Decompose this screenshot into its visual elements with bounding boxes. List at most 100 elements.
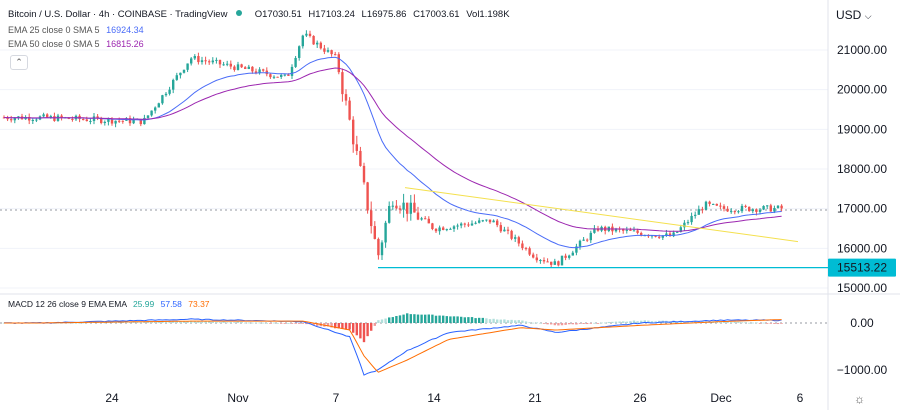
macd-histogram-bar bbox=[132, 322, 135, 323]
close-value: C17003.61 bbox=[413, 9, 460, 20]
macd-histogram-bar bbox=[431, 314, 434, 323]
macd-histogram-bar bbox=[452, 316, 456, 323]
candle-body bbox=[384, 222, 387, 243]
candle-body bbox=[582, 239, 585, 241]
macd-histogram-bar bbox=[575, 323, 578, 325]
macd-label: MACD 12 26 close 9 EMA EMA bbox=[8, 299, 127, 309]
macd-histogram-bar bbox=[164, 321, 168, 323]
price-tick-label: 15000.00 bbox=[837, 281, 887, 295]
macd-histogram-bar bbox=[470, 317, 474, 323]
ema25-label: EMA 25 close 0 SMA 5 bbox=[8, 25, 100, 35]
macd-histogram-bar bbox=[528, 322, 531, 324]
macd-histogram-bar bbox=[247, 322, 250, 324]
macd-histogram-bar bbox=[229, 321, 232, 323]
candle-body bbox=[776, 205, 780, 209]
currency-selector[interactable]: USD ⌵ bbox=[836, 8, 872, 22]
macd-histogram-bar bbox=[384, 318, 387, 323]
candle-body bbox=[460, 223, 463, 226]
price-grid bbox=[0, 49, 828, 289]
macd-hist-value: 25.99 bbox=[132, 299, 155, 309]
ema25-value: 16924.34 bbox=[106, 25, 144, 35]
candle-body bbox=[143, 117, 146, 125]
macd-histogram-bar bbox=[215, 322, 218, 323]
macd-histogram-bar bbox=[499, 319, 502, 323]
candle-body bbox=[596, 228, 600, 231]
candle-body bbox=[467, 224, 470, 226]
candle-body bbox=[334, 54, 337, 56]
macd-histogram-bar bbox=[593, 322, 596, 324]
chevron-down-icon: ⌵ bbox=[864, 11, 872, 21]
candle-body bbox=[208, 61, 211, 63]
macd-histogram-bar bbox=[434, 315, 438, 323]
candle-body bbox=[71, 118, 74, 120]
settings-gear-icon[interactable]: ☼ bbox=[854, 392, 865, 406]
macd-histogram-bar bbox=[481, 317, 484, 323]
candle-body bbox=[46, 114, 49, 118]
low-value: L16975.86 bbox=[361, 9, 407, 20]
candle-body bbox=[190, 58, 193, 64]
candle-body bbox=[676, 231, 679, 233]
time-axis-labels: 24 Nov 7 14 21 26 Dec 6 bbox=[105, 391, 803, 405]
candle-body bbox=[200, 60, 204, 63]
candle-body bbox=[704, 201, 708, 210]
macd-histogram-bar bbox=[427, 314, 430, 323]
candle-body bbox=[352, 119, 355, 145]
candle-body bbox=[733, 211, 736, 213]
macd-histogram-bar bbox=[272, 322, 276, 324]
price-tick-label: 16000.00 bbox=[837, 241, 887, 255]
candle-body bbox=[413, 202, 416, 213]
time-tick-label: 24 bbox=[105, 391, 119, 405]
candle-body bbox=[56, 115, 60, 121]
candle-body bbox=[341, 72, 344, 95]
macd-histogram-bar bbox=[334, 323, 337, 329]
macd-histogram-bar bbox=[326, 323, 330, 327]
macd-histogram-bar bbox=[650, 321, 654, 323]
macd-histogram-bar bbox=[420, 314, 423, 323]
macd-histogram-bar bbox=[362, 323, 366, 343]
macd-histogram-bar bbox=[460, 316, 463, 323]
macd-histogram-bar bbox=[341, 323, 344, 329]
candle-body bbox=[539, 260, 542, 262]
candle-body bbox=[204, 60, 207, 62]
macd-histogram-bar bbox=[388, 317, 391, 323]
macd-histogram-bar bbox=[474, 318, 477, 323]
macd-legend[interactable]: MACD 12 26 close 9 EMA EMA 25.99 57.58 7… bbox=[8, 299, 210, 309]
macd-histogram-bar bbox=[236, 321, 240, 323]
candle-body bbox=[337, 54, 340, 73]
macd-histogram-bar bbox=[125, 322, 128, 324]
candle-body bbox=[445, 229, 448, 231]
candle-body bbox=[532, 254, 535, 258]
macd-histogram-bar bbox=[715, 321, 718, 323]
macd-histogram-bar bbox=[629, 321, 632, 323]
candle-body bbox=[60, 115, 63, 118]
candle-body bbox=[316, 42, 319, 45]
macd-histogram-bar bbox=[589, 323, 592, 324]
candle-body bbox=[712, 203, 715, 205]
macd-histogram-bar bbox=[330, 323, 333, 328]
candle-body bbox=[535, 257, 538, 261]
candle-body bbox=[193, 56, 196, 59]
candle-body bbox=[553, 261, 556, 265]
macd-histogram-bar bbox=[402, 314, 405, 323]
macd-histogram-bar bbox=[380, 319, 384, 323]
candle-body bbox=[762, 206, 765, 210]
candle-body bbox=[298, 46, 301, 58]
candle-body bbox=[82, 119, 85, 121]
candle-body bbox=[373, 226, 376, 239]
macd-histogram-bar bbox=[60, 322, 63, 324]
candle-body bbox=[506, 229, 510, 231]
candle-body bbox=[625, 229, 628, 231]
candle-body bbox=[254, 71, 258, 74]
macd-histogram-bar bbox=[751, 322, 754, 324]
macd-histogram-bar bbox=[416, 314, 420, 323]
collapse-legend-chevron-icon[interactable]: ⌃ bbox=[10, 55, 28, 70]
candle-body bbox=[395, 205, 398, 209]
price-tick-label: 19000.00 bbox=[837, 122, 887, 136]
ema50-legend[interactable]: EMA 50 close 0 SMA 5 16815.26 bbox=[8, 39, 144, 49]
price-tick-label: 21000.00 bbox=[837, 43, 887, 57]
ema25-legend[interactable]: EMA 25 close 0 SMA 5 16924.34 bbox=[8, 25, 144, 35]
candle-body bbox=[146, 115, 150, 118]
candle-body bbox=[499, 225, 502, 232]
macd-histogram-bar bbox=[161, 321, 164, 323]
